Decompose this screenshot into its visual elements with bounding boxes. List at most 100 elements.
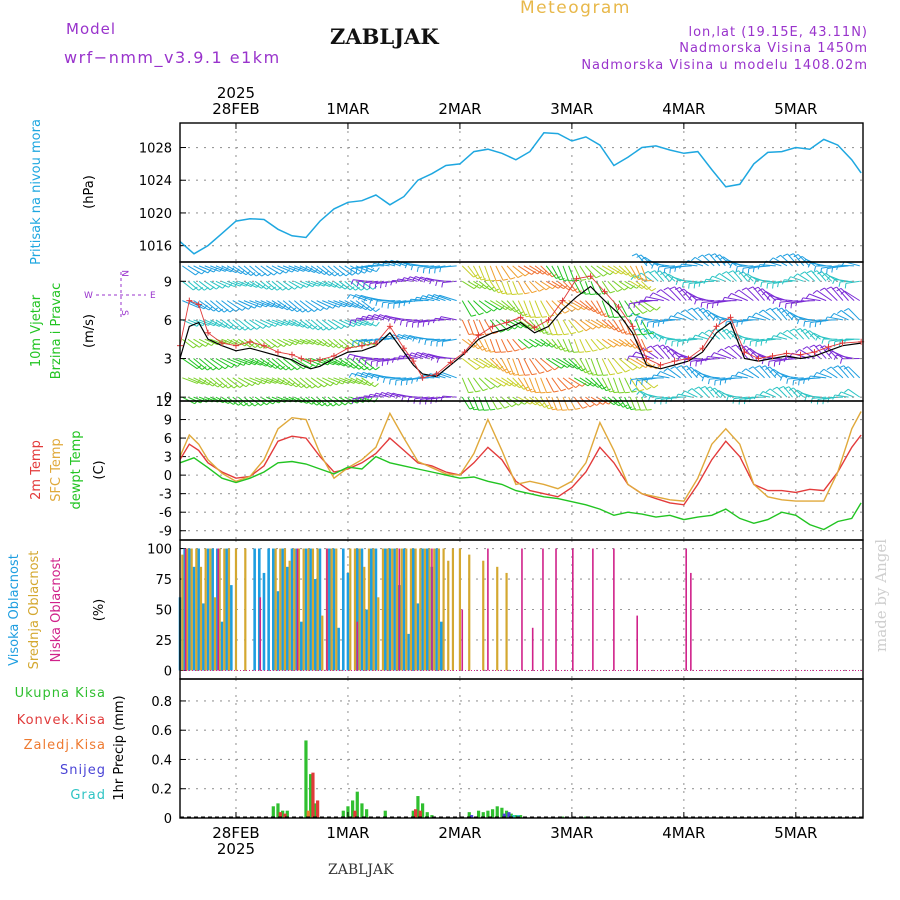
wind-barb xyxy=(653,263,670,267)
wind-barb-feather xyxy=(425,294,429,300)
wind-barb-feather xyxy=(498,290,504,294)
wind-barb xyxy=(321,265,335,277)
cloud-bar xyxy=(358,548,361,671)
wind-barb-feather xyxy=(724,345,730,350)
model-elevation-label: Nadmorska Visina u modelu 1408.02m xyxy=(581,58,868,73)
wind-barb xyxy=(596,300,606,317)
wind-barb xyxy=(461,319,470,335)
wind-barb xyxy=(517,281,526,294)
wind-barb-feather xyxy=(792,380,795,386)
wind-barb-feather xyxy=(656,371,661,376)
wind-barb-feather xyxy=(778,302,781,308)
wind-barb xyxy=(500,339,508,353)
wind-barb xyxy=(277,265,293,273)
wind-barb xyxy=(585,319,600,329)
wind-barb-feather xyxy=(714,380,716,386)
wind-barb xyxy=(658,265,676,268)
wind-barb-feather xyxy=(250,272,256,276)
wind-barb xyxy=(293,300,309,313)
wind-barb-feather xyxy=(630,273,636,278)
wind-barb-feather xyxy=(821,338,824,344)
wind-barb xyxy=(512,281,519,295)
wind-barb xyxy=(545,358,562,369)
wind-barb-feather xyxy=(378,392,383,397)
wind-barb xyxy=(506,377,520,389)
wind-barb xyxy=(226,338,241,346)
day-label-bottom: 1MAR xyxy=(326,824,369,842)
cloud-bar xyxy=(276,591,280,671)
wind-barb xyxy=(828,338,844,342)
ytick-label: 1020 xyxy=(139,207,172,222)
wind-barb xyxy=(333,319,348,329)
wind-barb-feather xyxy=(371,263,375,269)
wind-barb xyxy=(635,319,643,335)
wind-barb-feather xyxy=(787,276,791,282)
wind-barb xyxy=(316,300,334,309)
wind-barb xyxy=(484,265,491,282)
panel-frame xyxy=(179,678,864,819)
wind-barb-feather xyxy=(729,263,733,269)
cloud-bar xyxy=(283,548,287,671)
ytick-label: -3 xyxy=(159,488,172,503)
wind-barb xyxy=(271,300,288,311)
wind-barb xyxy=(664,271,676,282)
wind-barb-feather xyxy=(742,268,744,274)
wind-barb xyxy=(316,338,329,348)
wind-barb-feather xyxy=(213,321,218,326)
wind-barb-feather xyxy=(800,297,804,303)
wind-barb-feather xyxy=(297,322,302,327)
wind-barb-feather xyxy=(365,372,370,378)
wind-barb xyxy=(556,319,565,335)
precip-bar xyxy=(341,810,345,818)
wind-barb-feather xyxy=(374,383,379,388)
wind-barb xyxy=(271,358,287,371)
wind-barb xyxy=(664,265,681,269)
wind-barb xyxy=(762,391,776,398)
wind-barb xyxy=(361,300,377,313)
wind-barb-feather xyxy=(375,308,381,313)
wind-barb-feather xyxy=(693,283,696,289)
wind-barb xyxy=(523,265,538,275)
wind-barb-feather xyxy=(222,384,228,389)
wind-barb xyxy=(590,358,598,376)
wind-barb xyxy=(629,338,640,351)
cloud-bar xyxy=(613,548,615,671)
wind-barb-feather xyxy=(662,319,666,325)
wind-barb xyxy=(664,318,681,321)
wind-barb xyxy=(425,338,440,341)
wind-barb xyxy=(824,287,838,301)
wind-barb-feather xyxy=(336,380,341,386)
wind-barb-feather xyxy=(237,362,242,367)
wind-barb xyxy=(271,280,283,291)
wind-barb xyxy=(266,377,282,385)
wind-barb xyxy=(573,377,589,387)
wind-barb xyxy=(738,289,754,302)
wind-barb xyxy=(523,358,533,375)
wind-barb-feather xyxy=(239,326,244,331)
cloud-bar xyxy=(353,548,357,671)
wind-barb-feather xyxy=(352,355,356,361)
wind-barb xyxy=(512,300,524,316)
wind-barb-feather xyxy=(422,268,425,274)
ytick-label: 50 xyxy=(155,604,172,619)
wind-barb-feather xyxy=(844,388,849,393)
wind-barb-feather xyxy=(624,391,630,394)
wind-barb xyxy=(506,300,520,315)
wind-barb-feather xyxy=(271,302,276,308)
wind-barb-feather xyxy=(679,263,682,269)
wind-barb-feather xyxy=(430,341,433,347)
cloud-bar xyxy=(402,548,406,671)
precip-bar xyxy=(584,816,588,818)
wind-barb-feather xyxy=(752,312,757,318)
wind-barb-feather xyxy=(411,378,414,384)
wind-barb xyxy=(254,280,267,290)
wind-barb xyxy=(568,396,576,410)
wind-barb xyxy=(827,316,844,321)
wind-barb xyxy=(750,338,765,342)
wind-barb-feather xyxy=(821,273,827,278)
wind-barb xyxy=(847,366,861,379)
wind-barb xyxy=(327,377,343,385)
wind-barb xyxy=(601,319,615,331)
wind-barb-feather xyxy=(517,293,523,295)
